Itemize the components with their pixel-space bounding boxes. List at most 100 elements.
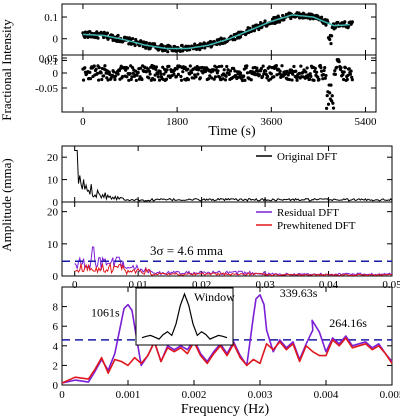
data-point (183, 65, 187, 70)
x-tick-label: 0.002 (182, 389, 207, 401)
data-point (112, 70, 116, 74)
data-point (342, 70, 346, 74)
data-point (294, 69, 298, 73)
data-point (304, 70, 308, 74)
data-point (337, 60, 341, 64)
data-point (326, 102, 331, 106)
data-point (259, 67, 263, 71)
data-point (147, 76, 151, 80)
data-point (238, 71, 243, 75)
data-point (238, 35, 243, 39)
data-point (295, 78, 299, 82)
data-point (299, 64, 303, 68)
y-tick-label: 10 (47, 175, 59, 187)
data-point (196, 72, 200, 76)
data-point (228, 69, 233, 73)
data-point (331, 106, 336, 110)
data-point (96, 36, 100, 40)
data-point (206, 77, 211, 81)
data-point (319, 66, 323, 70)
data-point (144, 46, 148, 50)
lightcurve-data-panel: 0.1 0 -0.1 (41, 3, 377, 67)
data-point (116, 33, 120, 38)
data-point (249, 78, 253, 82)
data-point (221, 77, 225, 81)
data-point (243, 78, 247, 82)
data-point (284, 72, 288, 76)
data-point (289, 16, 293, 21)
data-point (331, 101, 335, 105)
data-point (314, 70, 319, 74)
x-tick-label: 0.005 (380, 389, 400, 401)
plot-frame (61, 145, 393, 203)
data-point (255, 66, 259, 70)
data-point (330, 34, 334, 38)
window-function-line (141, 292, 228, 340)
data-point (120, 74, 125, 79)
data-point (113, 74, 118, 78)
data-point (134, 78, 138, 83)
zoom-xlabel: Frequency (Hz) (181, 402, 270, 417)
x-tick-label: 0 (59, 389, 65, 401)
data-point (105, 31, 110, 35)
peak-annotation: 339.63s (280, 286, 318, 300)
data-point (113, 77, 117, 82)
data-point (257, 73, 262, 77)
x-tick-label: 0.03 (255, 279, 275, 291)
data-point (174, 49, 179, 53)
data-point (321, 77, 325, 81)
data-point (291, 72, 295, 76)
dft-series-line (74, 262, 393, 277)
data-point (125, 75, 129, 79)
data-point (245, 64, 249, 68)
data-point (97, 65, 101, 70)
data-point (341, 73, 345, 77)
y-tick-label: 0 (53, 271, 59, 283)
data-point (328, 91, 332, 95)
window-inset-title: Window (194, 290, 235, 304)
data-point (309, 74, 313, 79)
data-point (102, 74, 106, 78)
dft-ylabel: Amplitude (mma) (0, 158, 14, 252)
data-point (240, 78, 245, 83)
y-tick-label: 10 (47, 239, 59, 251)
data-point (324, 73, 328, 78)
y-tick-label: 0.05 (39, 53, 59, 65)
fit-curve (82, 14, 350, 50)
data-point (290, 78, 294, 82)
zoom-dft-panel: 8 6 4 2 00 0.001 0.002 0.003 0.004 0.005 1061s 339.… (53, 286, 400, 401)
data-point (345, 77, 349, 82)
data-point (323, 65, 327, 70)
data-point (215, 65, 219, 69)
data-point (130, 37, 135, 41)
data-point (350, 78, 354, 82)
data-point (272, 75, 276, 79)
data-point (287, 77, 292, 82)
data-point (189, 71, 194, 75)
data-point (127, 42, 131, 46)
data-point (336, 20, 340, 25)
data-point (343, 20, 347, 24)
data-point (124, 68, 128, 72)
data-point (277, 20, 282, 24)
data-point (94, 67, 98, 71)
y-tick-label: 0 (53, 68, 59, 80)
data-point (92, 64, 96, 68)
data-point (173, 44, 177, 49)
data-point (179, 74, 183, 79)
x-tick-label: 1800 (166, 116, 189, 128)
data-point (136, 70, 140, 75)
data-point (88, 70, 92, 74)
data-point (175, 67, 179, 71)
x-tick-label: 0.04 (319, 279, 339, 291)
data-point (282, 18, 286, 22)
data-point (346, 73, 350, 77)
data-point (180, 43, 184, 47)
data-point (308, 72, 312, 76)
x-tick-label: 0 (72, 279, 78, 291)
data-point (261, 64, 265, 68)
data-point (233, 69, 237, 73)
data-point (349, 69, 353, 73)
data-point (162, 67, 167, 71)
y-tick-label: 0 (53, 197, 59, 209)
